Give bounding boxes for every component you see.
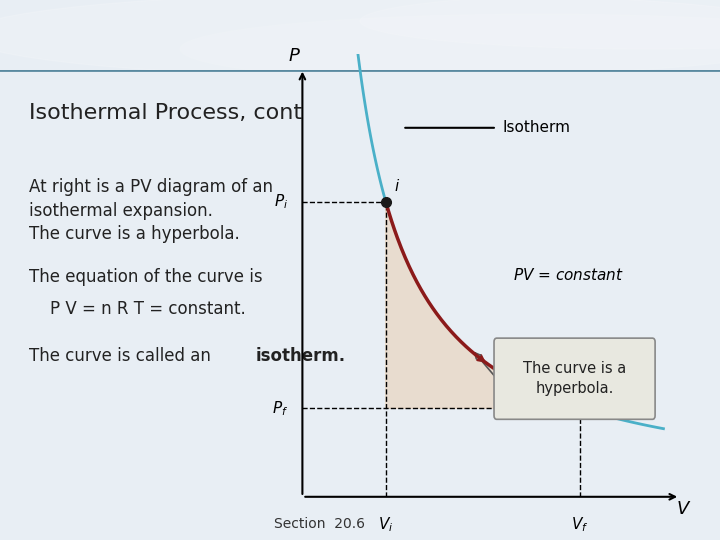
Text: $PV$ = constant: $PV$ = constant [513, 267, 624, 284]
Text: P V = n R T = constant.: P V = n R T = constant. [50, 300, 246, 319]
FancyBboxPatch shape [494, 338, 655, 419]
Text: V: V [677, 501, 689, 518]
Text: i: i [394, 179, 398, 193]
Text: isotherm.: isotherm. [256, 347, 346, 366]
Text: Section  20.6: Section 20.6 [274, 517, 364, 531]
Text: At right is a PV diagram of an
isothermal expansion.: At right is a PV diagram of an isotherma… [29, 178, 273, 220]
Circle shape [360, 0, 720, 49]
Text: The curve is a hyperbola.: The curve is a hyperbola. [29, 225, 240, 243]
Text: P: P [289, 47, 300, 65]
Text: The curve is a
hyperbola.: The curve is a hyperbola. [523, 361, 626, 396]
Text: $V_i$: $V_i$ [378, 515, 393, 534]
Polygon shape [386, 201, 580, 408]
Text: $P_i$: $P_i$ [274, 192, 289, 211]
Circle shape [180, 14, 720, 84]
Text: $V_f$: $V_f$ [572, 515, 589, 534]
Text: f: f [588, 381, 594, 396]
Text: Isothermal Process, cont: Isothermal Process, cont [29, 103, 302, 123]
Text: Isotherm: Isotherm [503, 120, 570, 136]
Text: The curve is called an: The curve is called an [29, 347, 216, 366]
Text: $P_f$: $P_f$ [272, 399, 289, 417]
Text: The equation of the curve is: The equation of the curve is [29, 267, 262, 286]
Circle shape [0, 0, 720, 77]
